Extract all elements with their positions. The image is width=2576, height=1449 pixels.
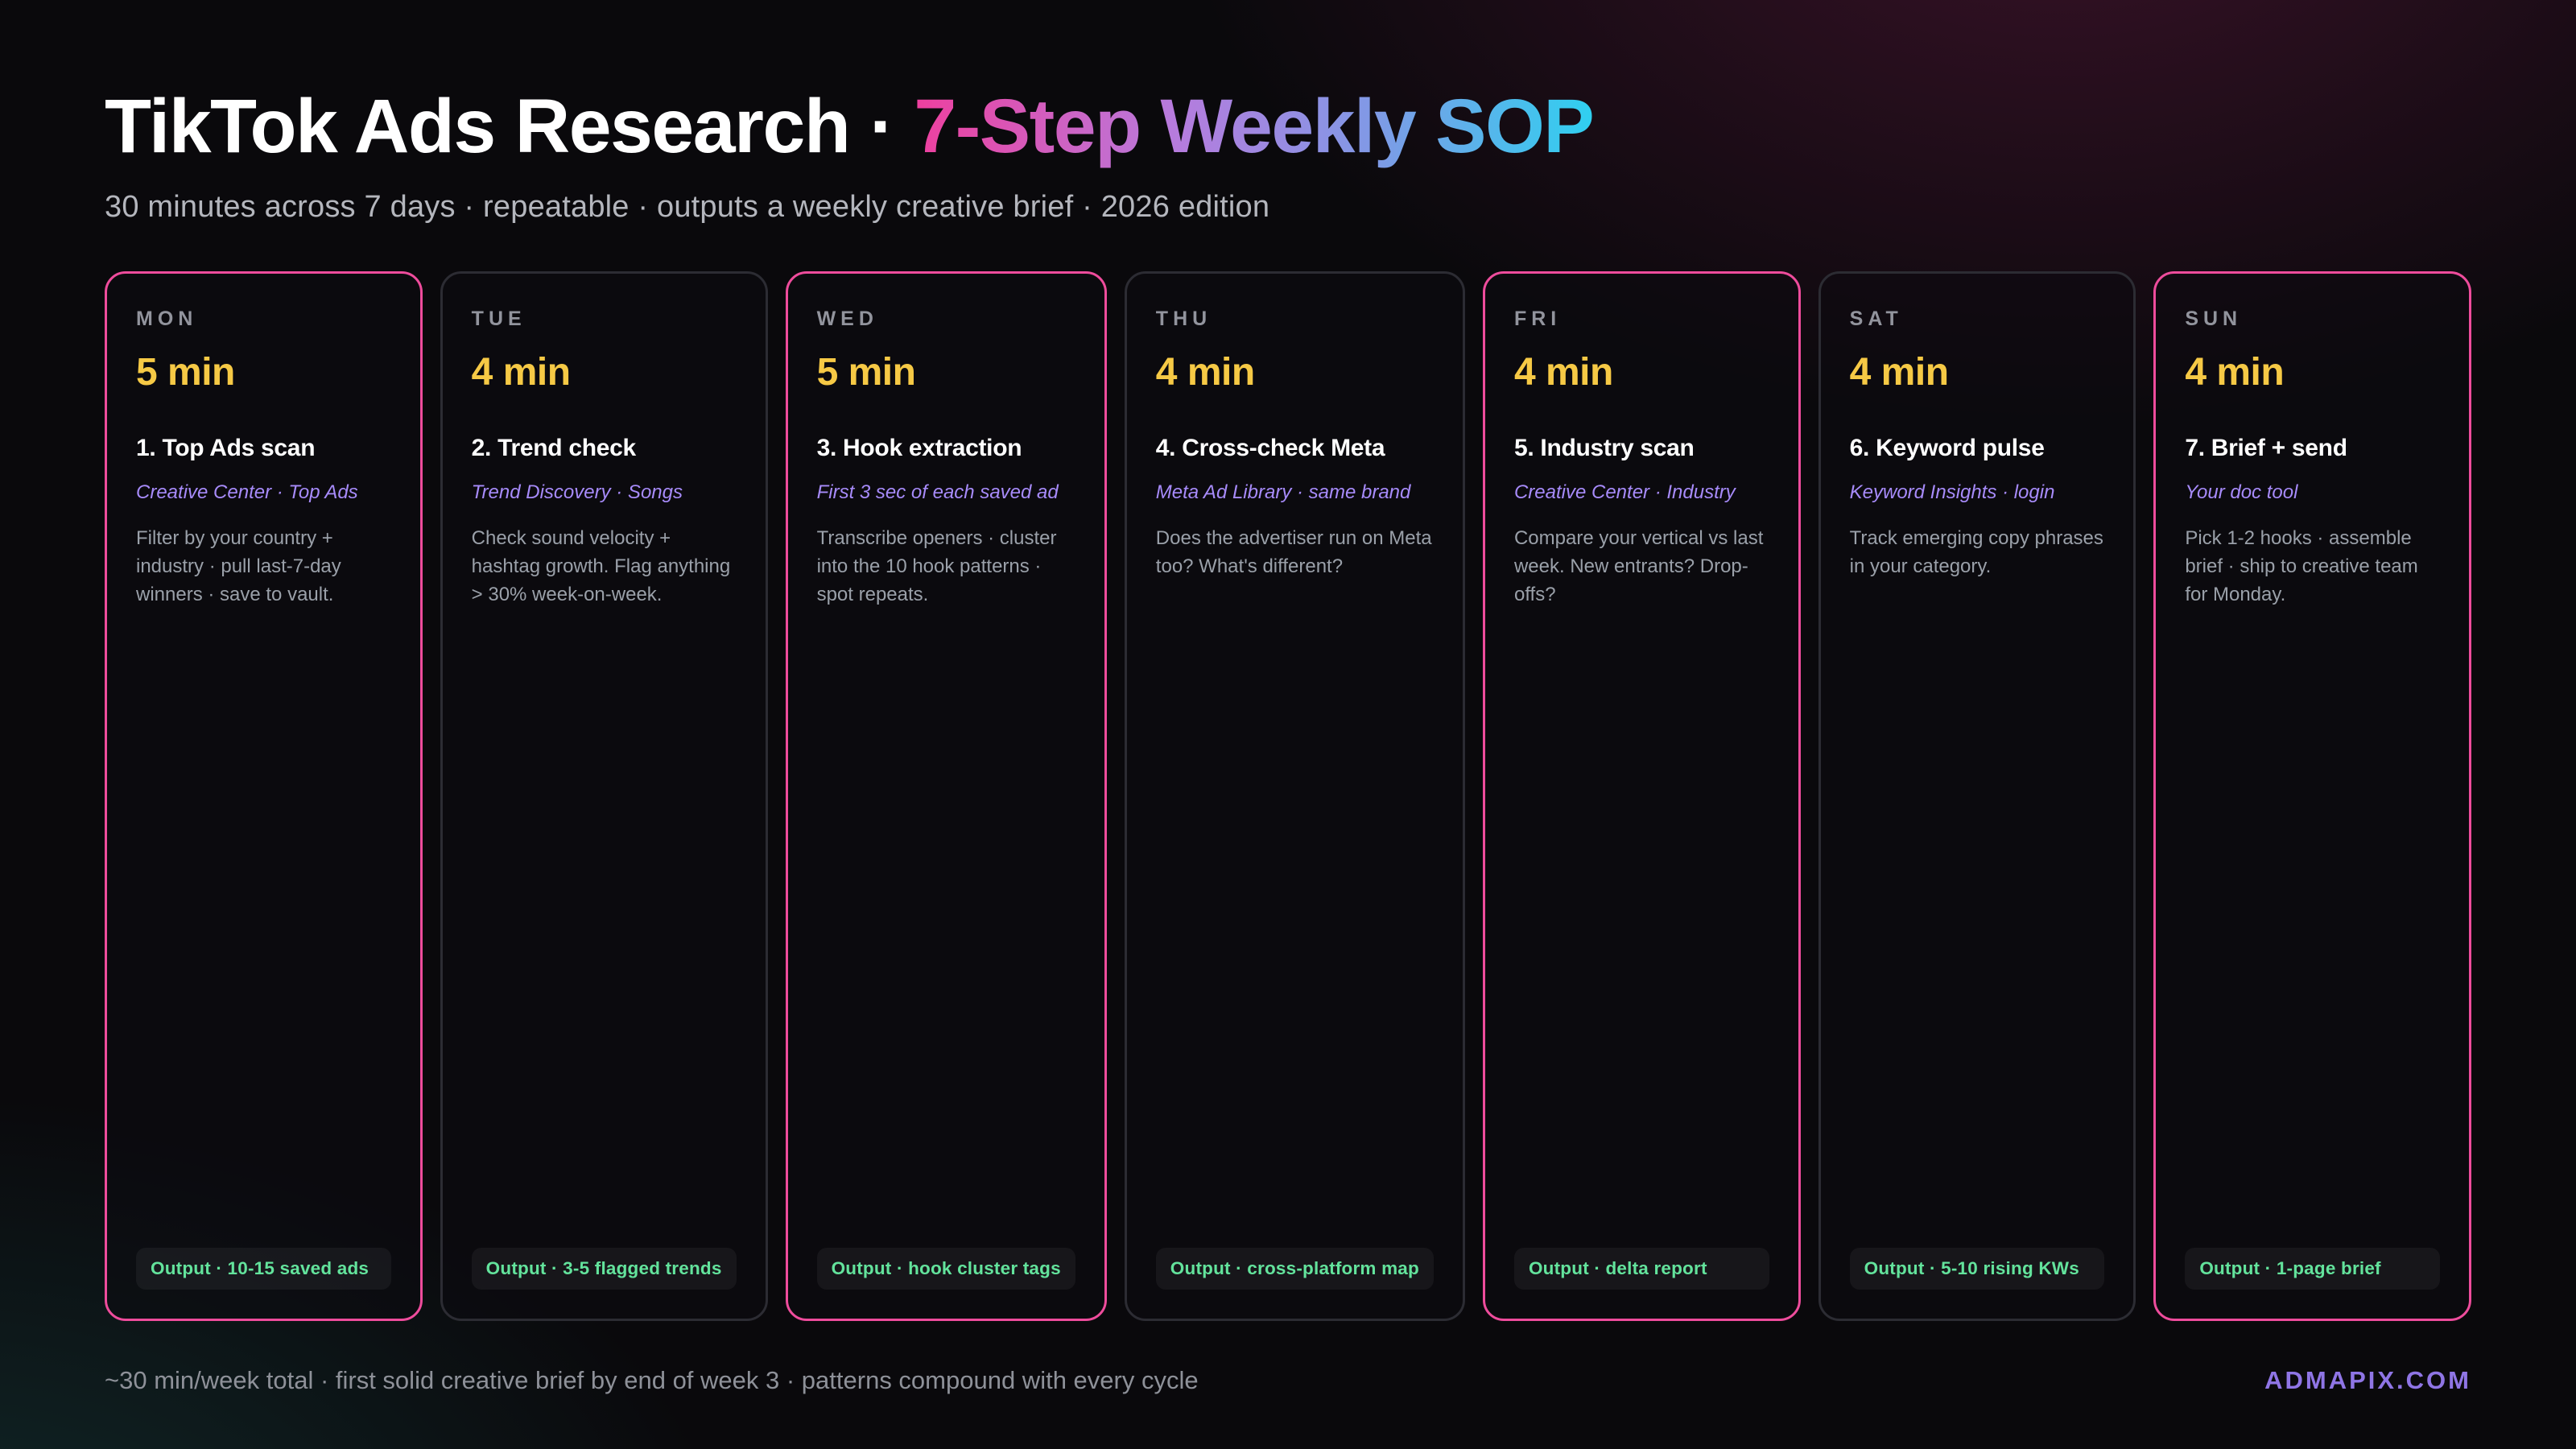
step-description: Track emerging copy phrases in your cate… [1849, 527, 2103, 578]
page-title-plain: TikTok Ads Research · [105, 84, 914, 169]
tool-label: Trend Discovery · Songs [471, 481, 683, 504]
output-badge: Output · cross-platform map [1155, 1248, 1434, 1290]
tool-label: Meta Ad Library · same brand [1155, 481, 1411, 504]
day-label: THU [1155, 308, 1212, 331]
day-label: FRI [1513, 308, 1562, 331]
step-description: Transcribe openers · cluster into the 10… [816, 527, 1057, 605]
card-sat: SAT 4 min 6. Keyword pulse Keyword Insig… [1818, 271, 2136, 1322]
page-subtitle: 30 minutes across 7 days · repeatable · … [105, 190, 1270, 225]
output-badge: Output · delta report [1513, 1248, 1769, 1290]
card-thu: THU 4 min 4. Cross-check Meta Meta Ad Li… [1124, 271, 1465, 1322]
step-title: 4. Cross-check Meta [1155, 435, 1385, 462]
day-cards-row: MON 5 min 1. Top Ads scan Creative Cente… [105, 271, 2471, 1322]
tool-label: First 3 sec of each saved ad [816, 481, 1059, 504]
footer-brand: ADMAPIX.COM [2264, 1366, 2471, 1395]
footer-summary: ~30 min/week total · first solid creativ… [105, 1366, 1199, 1395]
minutes-value: 4 min [2185, 351, 2285, 394]
card-fri: FRI 4 min 5. Industry scan Creative Cent… [1482, 271, 1801, 1322]
tool-label: Creative Center · Industry [1513, 481, 1736, 504]
day-label: WED [816, 308, 878, 331]
tool-label: Your doc tool [2185, 481, 2298, 504]
footer: ~30 min/week total · first solid creativ… [105, 1366, 2471, 1395]
step-description: Check sound velocity + hashtag growth. F… [471, 527, 731, 605]
step-description: Pick 1-2 hooks · assemble brief · ship t… [2185, 527, 2418, 605]
output-badge: Output · 10-15 saved ads [136, 1248, 391, 1290]
minutes-value: 5 min [816, 351, 916, 394]
step-title: 2. Trend check [471, 435, 637, 462]
day-label: MON [136, 308, 198, 331]
day-label: SUN [2185, 308, 2243, 331]
tool-label: Keyword Insights · login [1849, 481, 2055, 504]
step-title: 6. Keyword pulse [1849, 435, 2045, 462]
step-title: 3. Hook extraction [816, 435, 1022, 462]
card-wed: WED 5 min 3. Hook extraction First 3 sec… [785, 271, 1107, 1322]
page-title-gradient: 7-Step Weekly SOP [914, 84, 1594, 169]
page-title: TikTok Ads Research · 7-Step Weekly SOP [105, 84, 2471, 169]
step-title: 5. Industry scan [1513, 435, 1695, 462]
output-badge: Output · hook cluster tags [816, 1248, 1075, 1290]
output-badge: Output · 5-10 rising KWs [1849, 1248, 2105, 1290]
step-description: Does the advertiser run on Meta too? Wha… [1155, 527, 1432, 578]
output-badge: Output · 3-5 flagged trends [471, 1248, 737, 1290]
card-tue: TUE 4 min 2. Trend check Trend Discovery… [440, 271, 768, 1322]
card-mon: MON 5 min 1. Top Ads scan Creative Cente… [105, 271, 423, 1322]
minutes-value: 4 min [471, 351, 571, 394]
step-title: 7. Brief + send [2185, 435, 2347, 462]
day-label: TUE [471, 308, 526, 331]
minutes-value: 4 min [1513, 351, 1613, 394]
step-title: 1. Top Ads scan [136, 435, 316, 462]
step-description: Compare your vertical vs last week. New … [1513, 527, 1764, 605]
minutes-value: 4 min [1849, 351, 1949, 394]
card-sun: SUN 4 min 7. Brief + send Your doc tool … [2153, 271, 2471, 1322]
step-description: Filter by your country + industry · pull… [136, 527, 341, 605]
minutes-value: 5 min [136, 351, 235, 394]
day-label: SAT [1849, 308, 1903, 331]
tool-label: Creative Center · Top Ads [136, 481, 358, 504]
output-badge: Output · 1-page brief [2185, 1248, 2440, 1290]
minutes-value: 4 min [1155, 351, 1255, 394]
